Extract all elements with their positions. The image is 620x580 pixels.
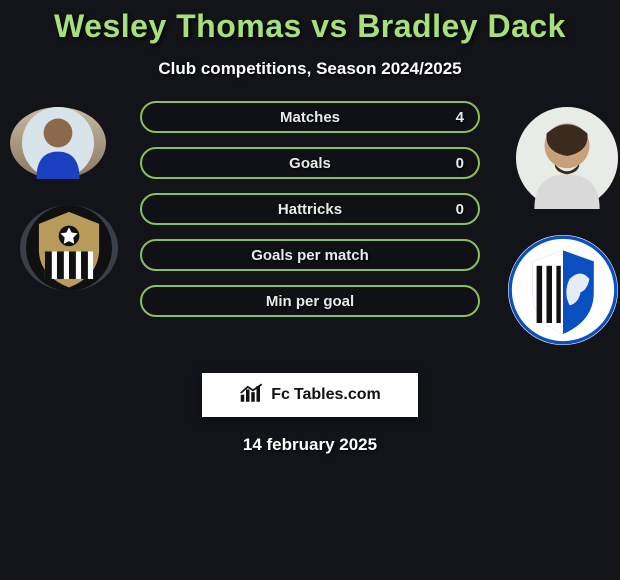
brand-badge: FcTables.com xyxy=(202,373,418,417)
player-right-avatar xyxy=(516,107,618,209)
club-right-crest xyxy=(508,235,618,345)
subtitle: Club competitions, Season 2024/2025 xyxy=(0,59,620,79)
stat-row-matches: Matches 4 xyxy=(140,101,480,133)
page-title: Wesley Thomas vs Bradley Dack xyxy=(0,0,620,45)
stat-value-right: 4 xyxy=(456,109,464,126)
player-left-avatar xyxy=(10,107,106,179)
stat-row-hattricks: Hattricks 0 xyxy=(140,193,480,225)
footer-date: 14 february 2025 xyxy=(0,435,620,455)
stat-label: Min per goal xyxy=(266,293,354,310)
stat-rows: Matches 4 Goals 0 Hattricks 0 Goals per … xyxy=(140,101,480,331)
stat-value-right: 0 xyxy=(456,155,464,172)
stat-label: Matches xyxy=(280,109,340,126)
stat-label: Goals xyxy=(289,155,331,172)
stat-row-goals-per-match: Goals per match xyxy=(140,239,480,271)
club-left-crest xyxy=(20,205,118,291)
stat-row-min-per-goal: Min per goal xyxy=(140,285,480,317)
chart-icon xyxy=(239,382,267,409)
stat-row-goals: Goals 0 xyxy=(140,147,480,179)
stat-value-right: 0 xyxy=(456,201,464,218)
stat-label: Goals per match xyxy=(251,247,369,264)
brand-prefix: Fc xyxy=(271,386,290,404)
brand-suffix: Tables.com xyxy=(294,386,381,404)
stat-label: Hattricks xyxy=(278,201,342,218)
comparison-area: Matches 4 Goals 0 Hattricks 0 Goals per … xyxy=(0,107,620,357)
